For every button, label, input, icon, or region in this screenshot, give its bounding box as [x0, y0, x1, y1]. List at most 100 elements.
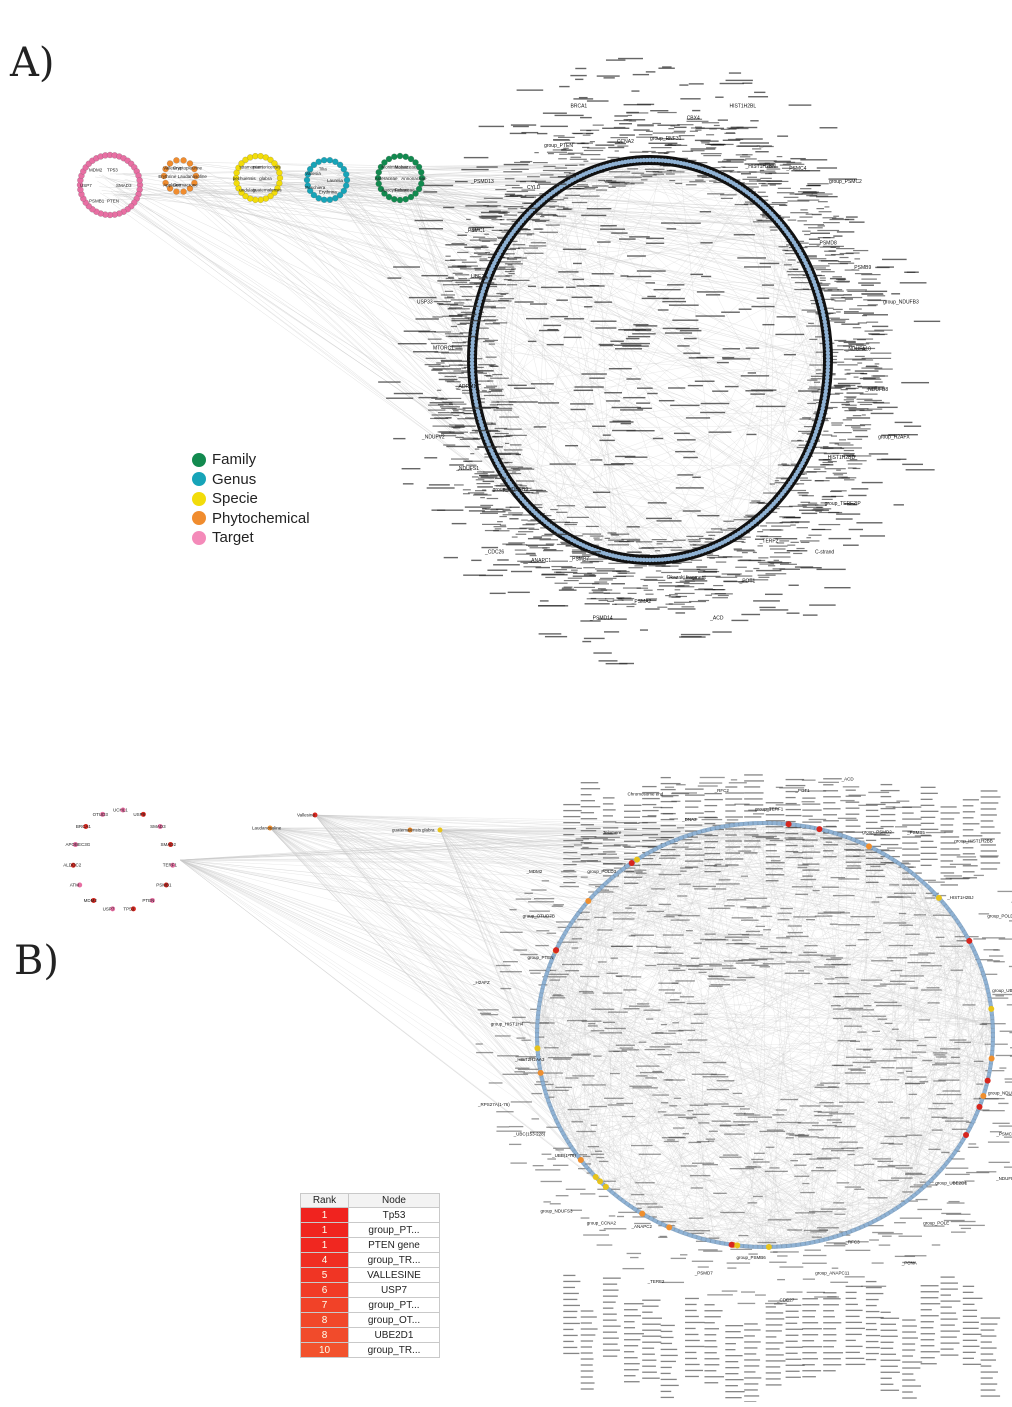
- node-label-mark: [983, 949, 998, 950]
- node-label-mark: [588, 1146, 599, 1147]
- node-label-mark: [451, 243, 464, 244]
- node-label-mark: [645, 594, 653, 595]
- node-label-mark: [757, 1242, 776, 1243]
- node-label-mark: [494, 409, 512, 410]
- node-label-mark: [642, 864, 661, 865]
- node-label-mark: [854, 258, 860, 259]
- node-label-mark: [905, 1174, 926, 1175]
- node-label-mark: [671, 919, 690, 920]
- node-label-mark: [622, 1268, 644, 1269]
- node-label-mark: [838, 818, 857, 819]
- node-label-mark: [529, 910, 550, 911]
- node-label-mark: [566, 1077, 579, 1078]
- node-label-mark: [581, 1346, 592, 1347]
- node-label-mark: [510, 206, 523, 207]
- edge: [599, 367, 828, 551]
- node-label-mark: [745, 158, 757, 159]
- node-label-mark: [704, 853, 720, 854]
- node-label-mark: [725, 816, 743, 817]
- node-label-mark: [791, 440, 804, 441]
- node-label-mark: [619, 123, 632, 124]
- node-label-mark: [802, 869, 819, 870]
- node-label-mark: [478, 364, 495, 365]
- node-label-mark: [665, 595, 671, 596]
- node-label-mark: [572, 279, 583, 280]
- node-label-mark: [409, 297, 437, 298]
- node-label-mark: [695, 127, 702, 128]
- node-label-mark: [575, 68, 586, 69]
- node-label-mark: [466, 299, 472, 300]
- node-label-mark: [442, 366, 450, 367]
- node-label-mark: [455, 282, 467, 283]
- edge: [652, 851, 947, 906]
- node-label-mark: [493, 322, 507, 323]
- node-label-mark: [1007, 1004, 1012, 1005]
- node-label-mark: [756, 926, 765, 927]
- node-label-mark: [463, 489, 471, 490]
- node-label-mark: [518, 531, 533, 532]
- node-label-mark: [836, 248, 854, 249]
- node-label-mark: [516, 454, 521, 455]
- node-label-mark: [802, 1334, 818, 1335]
- node-label-mark: [751, 500, 760, 501]
- node-label-mark: [877, 1161, 893, 1162]
- node-label-mark: [824, 453, 840, 454]
- node-label-mark: [516, 898, 531, 899]
- node-label-mark: [800, 209, 807, 210]
- node-label-mark: [489, 343, 495, 344]
- node-label-mark: [883, 1049, 902, 1050]
- node-label-mark: [581, 818, 597, 819]
- node-label-mark: [712, 390, 728, 391]
- node-label-mark: [927, 1002, 939, 1003]
- node-label-mark: [460, 268, 481, 269]
- node-label-mark: [853, 430, 867, 431]
- node-label-mark: [753, 813, 764, 814]
- node-label-mark: [770, 483, 775, 484]
- node-label-mark: [695, 381, 715, 382]
- node-label-mark: [723, 140, 741, 141]
- node-label-mark: [868, 792, 889, 793]
- node-label-mark: [763, 929, 771, 930]
- node-label-mark: [669, 170, 675, 171]
- node-label-mark: [685, 1364, 700, 1365]
- node-label-mark: [557, 209, 572, 210]
- node-label-mark: [734, 548, 742, 549]
- node-label-mark: [575, 79, 583, 80]
- node-label-mark: [723, 1154, 738, 1155]
- node-label-mark: [593, 537, 599, 538]
- node-label-mark: [905, 1083, 925, 1084]
- node-label-mark: [766, 838, 780, 839]
- node-label-mark: [635, 1182, 654, 1183]
- node-label-mark: [757, 531, 763, 532]
- node-label-mark: [675, 589, 681, 590]
- node-label-mark: [563, 1287, 575, 1288]
- node-label-mark: [831, 1005, 841, 1006]
- node-label-mark: [657, 607, 667, 608]
- node-label-mark: [725, 1397, 741, 1398]
- node-label-mark: [786, 779, 805, 780]
- node-label-mark: [530, 555, 537, 556]
- node-label-mark: [606, 973, 618, 974]
- node-label-mark: [969, 1143, 977, 1144]
- node-label-mark: [795, 894, 808, 895]
- node-label-mark: [497, 404, 513, 405]
- node-label-mark: [758, 183, 765, 184]
- node-label-mark: [873, 358, 891, 359]
- node-label-mark: [793, 916, 816, 917]
- node-label-mark: [624, 1327, 635, 1328]
- node-label-mark: [590, 459, 602, 460]
- node-label-mark: [744, 798, 763, 799]
- node-label-mark: [661, 1391, 672, 1392]
- node-label-mark: [598, 588, 606, 589]
- node-label-mark: [542, 1154, 552, 1155]
- node-label-mark: [636, 402, 650, 403]
- node-label-mark: [917, 1045, 927, 1046]
- node-label-mark: [637, 270, 650, 271]
- node-label-mark: [623, 989, 636, 990]
- node-label-mark: [727, 1262, 750, 1263]
- node-label-mark: [648, 502, 667, 503]
- node-label-mark: [600, 1032, 622, 1033]
- node-label-mark: [542, 535, 553, 536]
- node-label-mark: [809, 339, 817, 340]
- node-label-mark: [802, 231, 810, 232]
